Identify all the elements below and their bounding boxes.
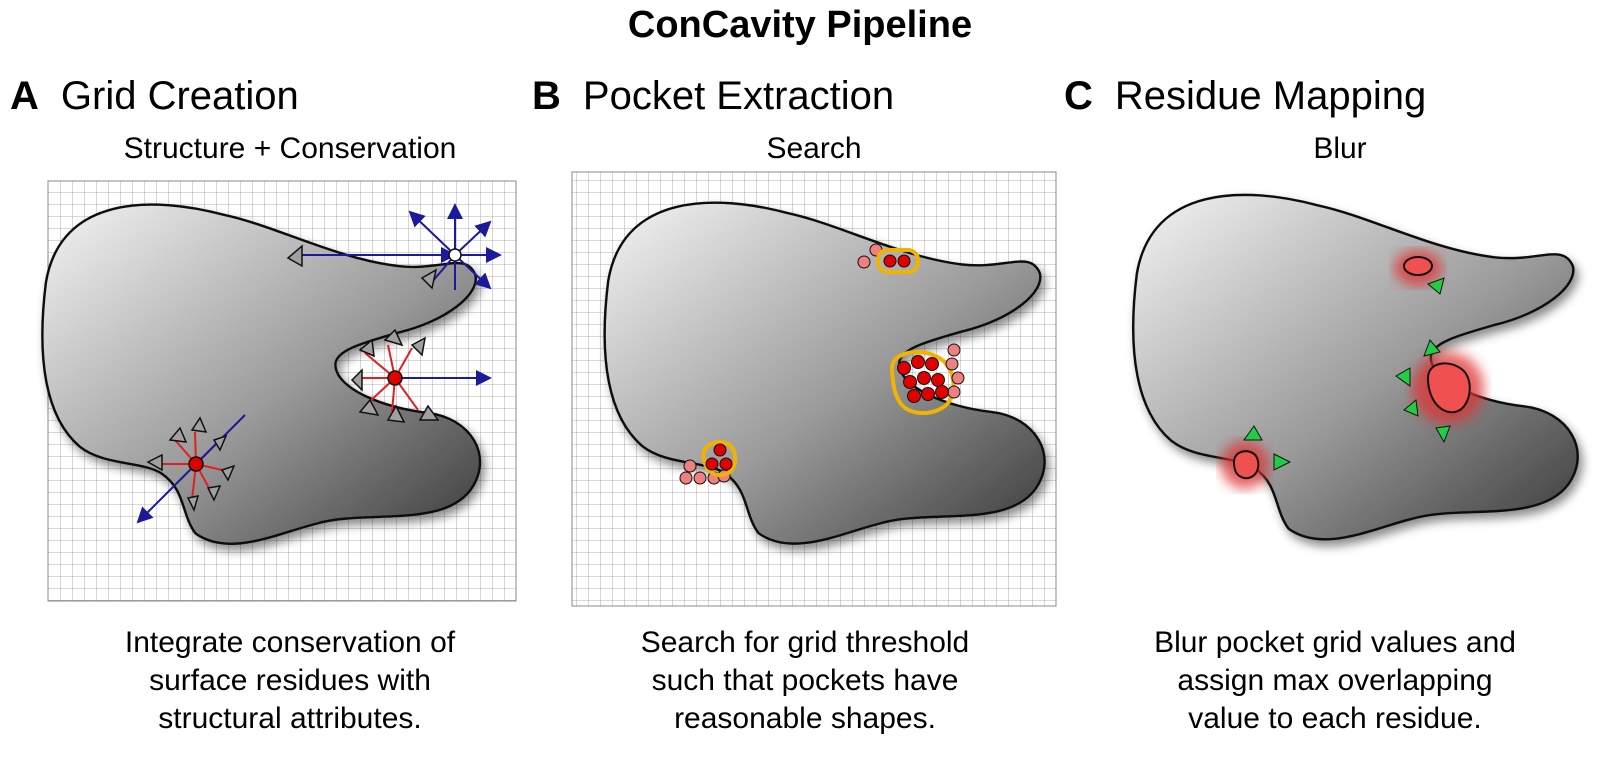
panel-c-heading-text: Residue Mapping [1114,74,1427,118]
pocket-top [857,243,920,274]
panel-c-caption-line: assign max overlapping [1177,664,1493,697]
panel-a-heading: A Grid Creation [10,74,299,119]
probe-point-red-center [387,370,403,386]
panel-c-art [1131,193,1579,541]
panel-a-heading-text: Grid Creation [60,74,299,118]
blue-ray-burst-top [300,203,502,290]
figure-title: ConCavity Pipeline [627,4,973,46]
residue-triangles-a [146,244,440,513]
panel-b-letter: B [532,74,561,118]
panel-b-caption-line: reasonable shapes. [674,702,936,735]
panel-a-letter: A [10,74,39,118]
panel-b-caption-line: Search for grid threshold [640,626,970,659]
panel-c-caption: Blur pocket grid values and assign max o… [1075,624,1595,738]
panel-b-heading: B Pocket Extraction [532,74,894,119]
panel-a-art [41,180,517,602]
panel-b-heading-text: Pocket Extraction [582,74,895,118]
protein-surface-c [1131,193,1579,541]
blurred-pocket-left [1221,441,1269,489]
blurred-pocket-top [1394,250,1442,286]
panel-c-caption-line: value to each residue. [1188,702,1482,735]
panel-c-letter: C [1064,74,1093,118]
panel-a-caption-line: surface residues with [149,664,431,697]
panel-a-subtitle: Structure + Conservation [123,132,457,165]
panel-a-caption: Integrate conservation of surface residu… [40,624,540,738]
panel-a-caption-line: structural attributes. [158,702,422,735]
residue-triangles-c [1243,277,1451,471]
blurred-pocket-center [1412,352,1484,424]
panel-c-heading: C Residue Mapping [1064,74,1426,119]
panel-a-caption-line: Integrate conservation of [124,626,456,659]
panel-b-subtitle: Search [766,132,862,165]
probe-point-white [448,248,462,262]
pocket-center [890,343,965,416]
pocket-left [679,440,738,485]
panel-c-caption-line: Blur pocket grid values and [1154,626,1516,659]
probe-point-red-left [188,456,204,472]
panel-c-subtitle: Blur [1313,132,1367,165]
panel-b-caption: Search for grid threshold such that pock… [555,624,1055,738]
panel-b-caption-line: such that pockets have [651,664,959,697]
panel-b-art [571,171,1057,607]
